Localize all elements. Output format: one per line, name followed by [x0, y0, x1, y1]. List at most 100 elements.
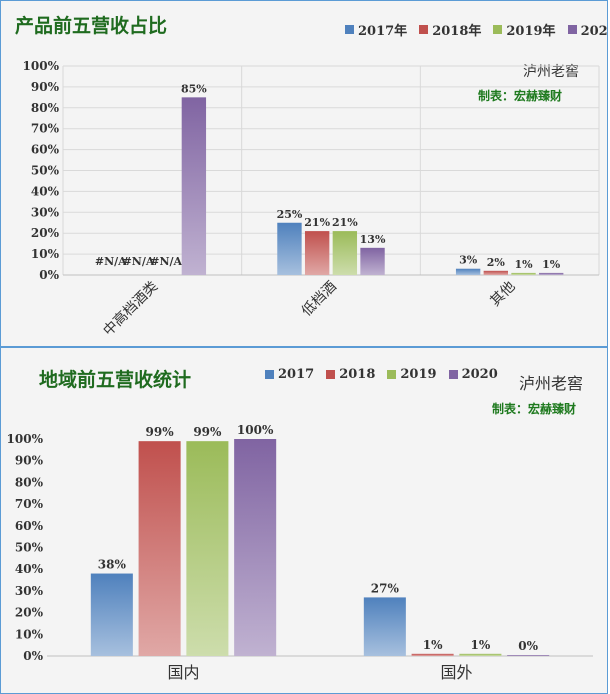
- data-label: #N/A: [150, 255, 182, 268]
- legend-swatch-2018: [419, 25, 429, 34]
- y-tick-label: 80%: [15, 475, 44, 489]
- data-label: 99%: [146, 425, 175, 439]
- y-tick-label: 100%: [7, 432, 44, 446]
- data-label: 21%: [304, 216, 330, 229]
- y-tick-label: 90%: [31, 80, 60, 94]
- legend-swatch-2019: [493, 25, 503, 34]
- data-label: 1%: [471, 638, 491, 652]
- x-category-label: 国外: [440, 663, 472, 682]
- legend-item-2018: 2018年: [419, 20, 481, 39]
- y-tick-label: 20%: [15, 606, 44, 620]
- y-tick-label: 40%: [15, 562, 44, 576]
- bar: [483, 270, 509, 275]
- bar: [90, 573, 133, 656]
- x-category-label: 国内: [167, 663, 199, 682]
- y-tick-label: 10%: [15, 627, 44, 641]
- chart-legend: 2017年 2018年 2019年 2020年: [345, 20, 608, 39]
- brand-name: 泸州老窖: [523, 64, 579, 80]
- legend-swatch-2017: [265, 370, 274, 379]
- y-tick-label: 90%: [15, 454, 44, 468]
- data-label: 85%: [181, 82, 207, 95]
- region-bar-chart-plot: 0% 10% 20% 30% 40% 50% 60% 70% 80% 90% 100% 38% 99% 9…: [7, 423, 593, 682]
- legend-label: 2020: [461, 367, 498, 382]
- chart-maker-credit: 制表：宏赫臻财: [478, 89, 563, 103]
- legend-item-2019: 2019年: [493, 20, 556, 39]
- data-label: 99%: [193, 425, 222, 439]
- legend-item-2020: 2020: [448, 367, 498, 382]
- y-tick-label: 60%: [15, 519, 44, 533]
- y-tick-label: 0%: [23, 649, 43, 663]
- bar: [277, 222, 302, 275]
- y-tick-label: 70%: [31, 122, 60, 136]
- bar: [511, 272, 536, 275]
- y-tick-label: 40%: [31, 184, 60, 198]
- chart-title: 产品前五营收占比: [15, 15, 168, 37]
- data-label: 27%: [371, 581, 400, 595]
- data-label: 38%: [98, 558, 127, 572]
- data-label: 2%: [487, 256, 506, 269]
- y-tick-label: 10%: [31, 247, 60, 261]
- data-label: 3%: [459, 254, 478, 267]
- chart-legend: 2017 2018 2019 2020: [265, 367, 498, 382]
- brand-name: 泸州老窖: [519, 374, 584, 393]
- legend-item-2019: 2019: [387, 367, 437, 382]
- x-category-label: 中高档酒类: [100, 278, 162, 340]
- data-label: 1%: [423, 638, 443, 652]
- legend-item-2018: 2018: [326, 367, 375, 382]
- y-tick-label: 50%: [31, 164, 60, 178]
- y-tick-label: 100%: [23, 59, 60, 73]
- legend-label: 2018年: [432, 24, 482, 39]
- legend-swatch-2017: [345, 25, 354, 34]
- bar: [234, 439, 277, 656]
- legend-swatch-2019: [387, 370, 397, 379]
- legend-swatch-2020: [448, 370, 458, 379]
- y-tick-label: 70%: [15, 497, 44, 511]
- y-tick-label: 80%: [31, 101, 60, 115]
- legend-swatch-2020: [567, 25, 577, 34]
- data-label: 1%: [514, 258, 533, 271]
- data-label: #N/A: [123, 255, 155, 268]
- data-label: 100%: [237, 423, 274, 437]
- y-tick-label: 30%: [31, 205, 60, 219]
- product-bar-chart-plot: 0%10%20%30%40%50%60%70%80%90%100%#N/A#N/…: [23, 59, 600, 340]
- data-label: 1%: [542, 258, 561, 271]
- y-tick-label: 30%: [15, 584, 44, 598]
- data-label: 13%: [360, 233, 386, 246]
- data-label: 25%: [277, 208, 303, 221]
- bar: [455, 268, 481, 275]
- data-label: #N/A: [95, 255, 127, 268]
- bar: [304, 231, 330, 275]
- legend-item-2017: 2017年: [345, 20, 407, 39]
- chart-maker-credit: 制表：宏赫臻财: [492, 402, 577, 416]
- bar: [507, 655, 550, 656]
- bar: [411, 653, 454, 656]
- chart-title: 地域前五营收统计: [39, 369, 192, 391]
- y-tick-label: 60%: [31, 143, 60, 157]
- bar: [181, 97, 207, 275]
- y-tick-label: 20%: [31, 226, 60, 240]
- legend-label: 2019年: [506, 24, 556, 39]
- data-label: 0%: [518, 639, 538, 653]
- bar: [186, 441, 229, 656]
- y-tick-label: 0%: [39, 268, 59, 282]
- bar: [138, 441, 181, 656]
- legend-label: 2017: [278, 367, 315, 382]
- bar: [360, 247, 385, 275]
- bar: [332, 231, 358, 275]
- data-label: 21%: [332, 216, 358, 229]
- legend-label: 2017年: [358, 24, 408, 39]
- legend-item-2017: 2017: [265, 367, 314, 382]
- legend-label: 2019: [400, 367, 437, 382]
- legend-label: 2020年: [580, 24, 608, 39]
- bar: [363, 597, 406, 656]
- x-category-label: 其他: [487, 279, 518, 310]
- bar: [539, 272, 564, 275]
- region-revenue-chart-panel: 地域前五营收统计 2017 2018 2019 2020 泸州老窖 制表：宏赫臻…: [0, 347, 608, 694]
- bar: [459, 653, 502, 656]
- legend-item-2020: 2020年: [567, 20, 608, 39]
- y-tick-label: 50%: [15, 541, 44, 555]
- product-revenue-chart-panel: 产品前五营收占比 2017年 2018年 2019年 2020年 泸州老窖 制表…: [0, 0, 608, 347]
- x-category-label: 低档酒: [299, 279, 340, 320]
- legend-swatch-2018: [326, 370, 336, 379]
- legend-label: 2018: [339, 367, 376, 382]
